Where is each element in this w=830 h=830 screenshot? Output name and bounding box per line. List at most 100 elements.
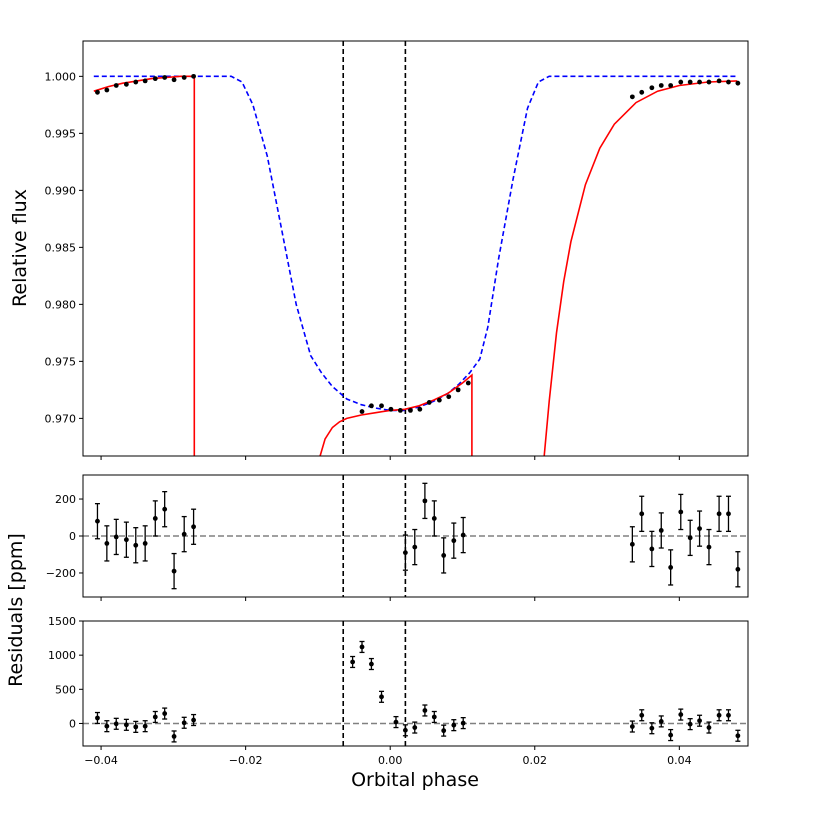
data-point	[113, 721, 119, 727]
data-point	[133, 79, 139, 85]
data-point	[735, 80, 741, 86]
data-point	[706, 79, 712, 85]
x-tick-label: 0.02	[523, 754, 548, 767]
data-point	[393, 719, 399, 725]
data-point	[716, 511, 722, 517]
data-point	[152, 714, 158, 720]
y-tick-label: 0	[69, 717, 76, 730]
data-point	[716, 78, 722, 84]
y-tick-label: −200	[46, 567, 76, 580]
data-point	[658, 83, 664, 88]
data-point	[678, 712, 684, 717]
data-point	[95, 518, 100, 524]
plot-area	[93, 41, 741, 456]
data-point	[629, 541, 635, 547]
y-tick-label: 0.980	[45, 298, 77, 311]
data-point	[726, 511, 731, 517]
data-point	[706, 544, 712, 550]
data-point	[716, 712, 722, 718]
data-point	[181, 720, 187, 726]
data-point	[639, 712, 645, 718]
data-point	[171, 568, 177, 574]
data-point	[726, 79, 731, 85]
data-point	[658, 528, 664, 533]
data-point	[678, 509, 684, 515]
axes-frame	[82, 620, 749, 747]
y-tick-label: 0.975	[45, 355, 77, 368]
data-point	[142, 540, 148, 546]
data-point	[697, 526, 702, 532]
data-point	[123, 722, 129, 728]
y-tick-label: 500	[55, 683, 76, 696]
data-point	[431, 714, 437, 720]
data-point	[658, 719, 664, 724]
data-point	[369, 403, 374, 409]
data-point	[668, 732, 674, 738]
data-point	[113, 83, 119, 88]
data-point	[441, 553, 447, 558]
model-red-left	[93, 75, 196, 456]
data-point	[162, 506, 168, 512]
plot-area	[83, 475, 748, 597]
data-point	[668, 565, 674, 570]
data-point	[104, 723, 110, 729]
data-point	[402, 727, 408, 733]
data-point	[412, 725, 418, 730]
y-tick-label: 0.995	[45, 127, 77, 140]
data-point	[426, 400, 432, 405]
data-point	[104, 87, 110, 93]
data-point	[369, 661, 374, 667]
data-point	[465, 380, 471, 386]
data-point	[446, 394, 452, 400]
data-point	[95, 89, 100, 95]
x-tick-label: −0.02	[229, 754, 263, 767]
axes-frame	[82, 40, 749, 457]
data-point	[697, 718, 702, 724]
data-point	[191, 524, 196, 530]
data-point	[171, 734, 177, 739]
data-point	[431, 516, 437, 521]
data-point	[142, 78, 148, 84]
data-point	[649, 725, 655, 731]
x-tick-label: −0.04	[84, 754, 118, 767]
data-point	[687, 79, 693, 85]
model-red-right	[543, 80, 738, 456]
data-point	[460, 720, 466, 726]
y-tick-label: 1.000	[45, 70, 77, 83]
data-point	[191, 717, 196, 723]
data-point	[668, 83, 674, 88]
data-point	[649, 85, 655, 91]
data-point	[436, 397, 442, 403]
y-tick-label: 1000	[48, 649, 76, 662]
flux-axis-label: Relative flux	[9, 189, 31, 307]
data-point	[104, 540, 110, 546]
data-point	[350, 659, 356, 665]
data-point	[181, 75, 187, 80]
data-point	[441, 728, 447, 734]
data-point	[629, 94, 635, 100]
data-point	[113, 534, 119, 540]
data-point	[162, 75, 168, 80]
data-point	[133, 724, 139, 730]
y-tick-label: 0.970	[45, 412, 77, 425]
model-dashed-blue	[93, 75, 738, 412]
data-point	[388, 406, 394, 412]
data-point	[123, 81, 129, 87]
plot-area	[83, 621, 748, 746]
data-point	[417, 406, 423, 412]
data-point	[639, 511, 645, 517]
data-point	[455, 387, 461, 393]
data-point	[639, 89, 645, 95]
data-point	[687, 535, 693, 541]
data-point	[451, 722, 457, 728]
data-point	[408, 407, 413, 413]
data-point	[191, 73, 196, 79]
x-tick-label: 0.00	[378, 754, 403, 767]
data-point	[687, 721, 693, 727]
phase-axis-label: Orbital phase	[351, 769, 479, 791]
residuals-axis-label: Residuals [ppm]	[5, 533, 27, 687]
y-tick-label: 0.990	[45, 184, 77, 197]
data-point	[95, 715, 100, 721]
data-point	[422, 708, 428, 713]
